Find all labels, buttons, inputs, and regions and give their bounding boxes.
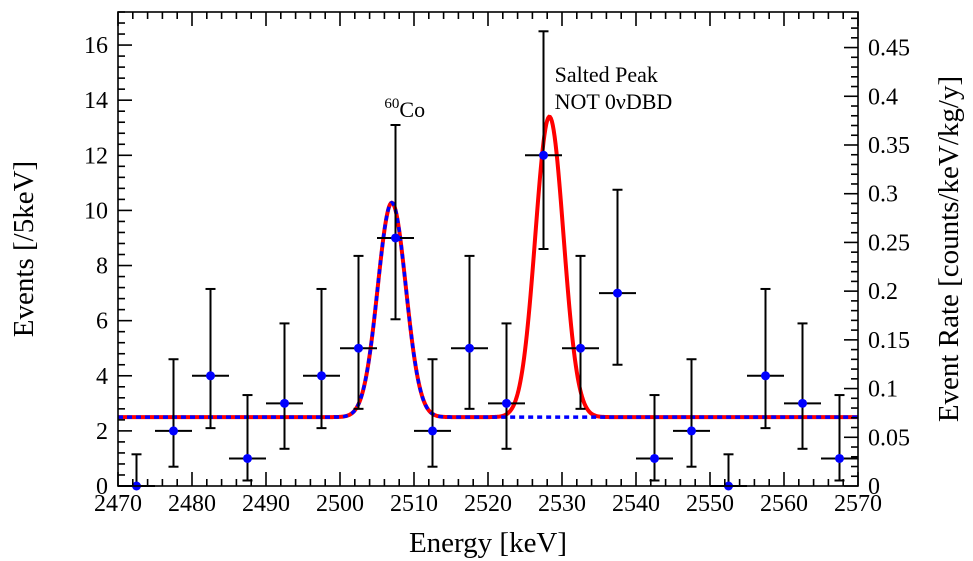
y-tick-label: 2 [96, 419, 108, 445]
x-tick-label: 2510 [390, 491, 438, 517]
data-point-20 [821, 394, 858, 482]
data-point-marker [687, 426, 696, 436]
data-point-16 [673, 358, 710, 468]
data-point-marker [798, 398, 807, 408]
fit-curve-background [118, 200, 858, 419]
data-point-marker [465, 343, 474, 353]
data-point-2 [155, 358, 192, 468]
y-tick-label: 16 [84, 33, 108, 59]
data-point-marker [539, 150, 548, 160]
y2-tick-label: 0.2 [868, 279, 898, 305]
data-point-4 [229, 394, 266, 482]
y-tick-label: 14 [84, 88, 108, 114]
data-point-3 [192, 287, 229, 430]
data-point-15 [636, 394, 673, 482]
x-tick-label: 2560 [760, 491, 808, 517]
x-axis-title: Energy [keV] [409, 527, 567, 559]
data-point-marker [650, 453, 659, 463]
data-point-1 [118, 453, 155, 491]
y-tick-label: 12 [84, 143, 108, 169]
data-point-19 [784, 322, 821, 450]
data-point-18 [747, 287, 784, 430]
data-point-5 [266, 322, 303, 450]
data-point-10 [451, 254, 488, 410]
data-point-marker [576, 343, 585, 353]
x-tick-label: 2480 [168, 491, 216, 517]
y2-tick-label: 0.3 [868, 182, 898, 208]
plot-frame [117, 11, 859, 487]
y2-axis-title: Event Rate [counts/keV/kg/y] [933, 76, 965, 422]
y2-tick-label: 0.05 [868, 425, 910, 451]
x-tick-label: 2570 [834, 491, 882, 517]
y2-tick-label: 0.15 [868, 328, 910, 354]
x-tick-label: 2520 [464, 491, 512, 517]
data-point-13 [562, 254, 599, 410]
not-0vdbd-label: NOT 0νDBD [555, 89, 673, 114]
data-point-17 [710, 453, 747, 491]
data-point-marker [280, 398, 289, 408]
co60-text: Co [399, 97, 425, 122]
y2-tick-label: 0 [868, 474, 880, 500]
x-tick-label: 2550 [686, 491, 734, 517]
salted-peak-label: Salted Peak [555, 62, 658, 87]
y2-tick-label: 0.45 [868, 36, 910, 62]
y-tick-label: 0 [96, 474, 108, 500]
data-point-marker [613, 288, 622, 298]
data-point-marker [428, 426, 437, 436]
y2-tick-label: 0.4 [868, 84, 898, 110]
plot-area [118, 30, 858, 491]
x-tick-label: 2530 [538, 491, 586, 517]
co60-label: 60Co [384, 96, 425, 122]
data-point-marker [243, 453, 252, 463]
y-tick-label: 8 [96, 254, 108, 280]
y2-tick-label: 0.1 [868, 377, 898, 403]
data-point-marker [835, 453, 844, 463]
data-point-marker [206, 371, 215, 381]
data-point-9 [414, 358, 451, 468]
data-point-7 [340, 254, 377, 410]
x-tick-label: 2470 [94, 491, 142, 517]
data-point-marker [317, 371, 326, 381]
co60-superscript: 60 [384, 96, 399, 112]
y2-tick-label: 0.35 [868, 133, 910, 159]
data-point-marker [169, 426, 178, 436]
data-point-6 [303, 287, 340, 430]
data-point-marker [761, 371, 770, 381]
y2-tick-label: 0.25 [868, 230, 910, 256]
data-point-marker [354, 343, 363, 353]
data-point-marker [502, 398, 511, 408]
x-tick-label: 2500 [316, 491, 364, 517]
data-point-marker [391, 233, 400, 243]
y-tick-label: 4 [96, 364, 108, 390]
axes: 2470 2480 2490 2500 2510 2520 2530 2540 2550 2560… [84, 11, 910, 517]
data-point-12 [525, 30, 562, 250]
data-point-14 [599, 188, 636, 366]
x-tick-label: 2540 [612, 491, 660, 517]
x-tick-label: 2490 [242, 491, 290, 517]
y-axis-title: Events [/5keV] [8, 161, 40, 337]
fit-curve-salted [118, 114, 858, 420]
data-point-11 [488, 322, 525, 450]
y-tick-label: 10 [84, 198, 108, 224]
y-tick-label: 6 [96, 309, 108, 335]
data-point-8 [377, 123, 414, 321]
